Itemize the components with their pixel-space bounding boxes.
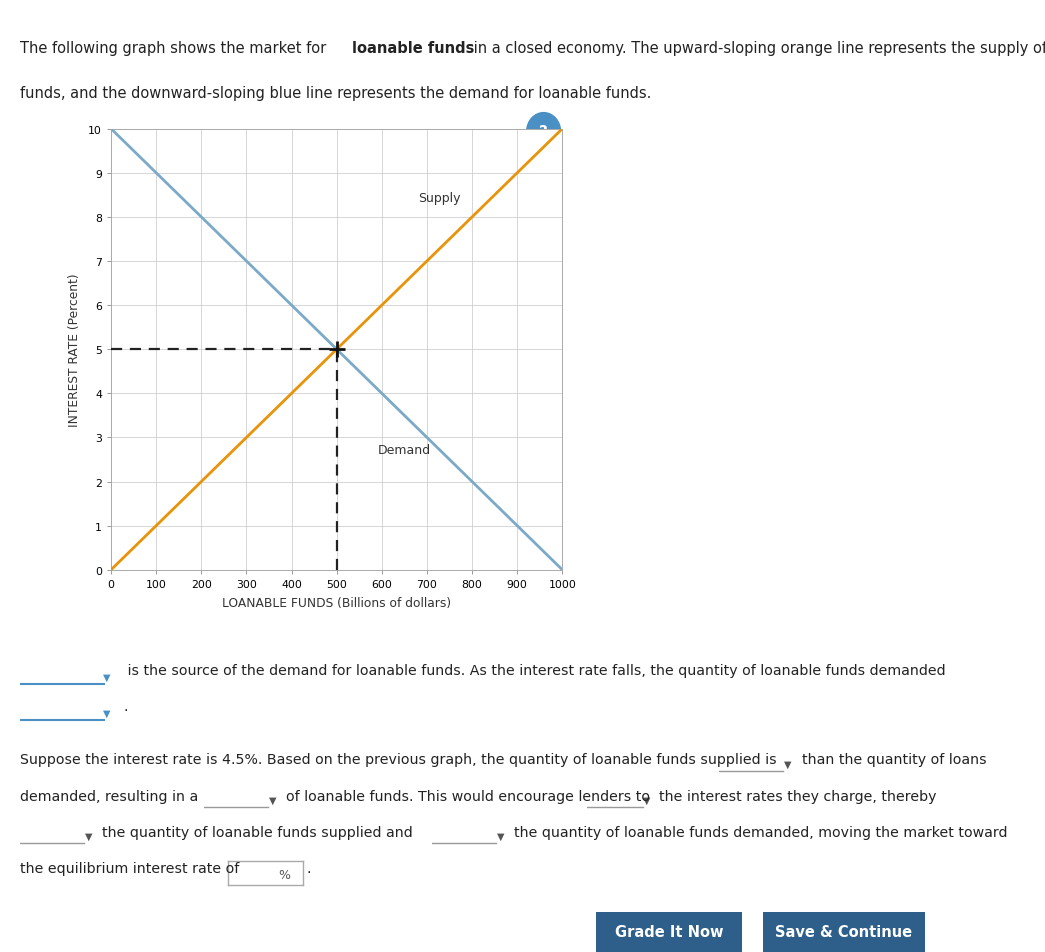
Text: than the quantity of loans: than the quantity of loans xyxy=(802,753,986,766)
Text: .: . xyxy=(123,700,127,713)
X-axis label: LOANABLE FUNDS (Billions of dollars): LOANABLE FUNDS (Billions of dollars) xyxy=(223,596,451,609)
Circle shape xyxy=(527,113,560,151)
Text: the interest rates they charge, thereby: the interest rates they charge, thereby xyxy=(659,789,937,803)
Y-axis label: INTEREST RATE (Percent): INTEREST RATE (Percent) xyxy=(68,273,82,426)
Text: The following graph shows the market for: The following graph shows the market for xyxy=(20,41,330,56)
Text: ▼: ▼ xyxy=(269,795,277,804)
Text: the quantity of loanable funds demanded, moving the market toward: the quantity of loanable funds demanded,… xyxy=(514,825,1007,839)
Text: ▼: ▼ xyxy=(496,831,505,841)
Text: is the source of the demand for loanable funds. As the interest rate falls, the : is the source of the demand for loanable… xyxy=(123,664,946,677)
Text: ▼: ▼ xyxy=(102,672,110,682)
Text: ?: ? xyxy=(539,125,548,140)
Text: in a closed economy. The upward-sloping orange line represents the supply of loa: in a closed economy. The upward-sloping … xyxy=(469,41,1045,56)
Text: Suppose the interest rate is 4.5%. Based on the previous graph, the quantity of : Suppose the interest rate is 4.5%. Based… xyxy=(20,753,776,766)
Text: the quantity of loanable funds supplied and: the quantity of loanable funds supplied … xyxy=(102,825,413,839)
Text: demanded, resulting in a: demanded, resulting in a xyxy=(20,789,199,803)
Text: the equilibrium interest rate of: the equilibrium interest rate of xyxy=(20,862,239,875)
Text: Demand: Demand xyxy=(377,444,431,456)
Text: Grade It Now: Grade It Now xyxy=(614,924,723,940)
Text: Save & Continue: Save & Continue xyxy=(775,924,912,940)
Text: funds, and the downward-sloping blue line represents the demand for loanable fun: funds, and the downward-sloping blue lin… xyxy=(20,86,651,101)
Text: ▼: ▼ xyxy=(102,708,110,718)
Text: .: . xyxy=(306,862,310,875)
Text: loanable funds: loanable funds xyxy=(352,41,474,56)
Text: ▼: ▼ xyxy=(784,759,792,768)
Text: ▼: ▼ xyxy=(644,795,651,804)
Text: %: % xyxy=(278,867,291,881)
Text: Supply: Supply xyxy=(418,192,461,206)
Text: of loanable funds. This would encourage lenders to: of loanable funds. This would encourage … xyxy=(286,789,650,803)
Text: ▼: ▼ xyxy=(85,831,93,841)
